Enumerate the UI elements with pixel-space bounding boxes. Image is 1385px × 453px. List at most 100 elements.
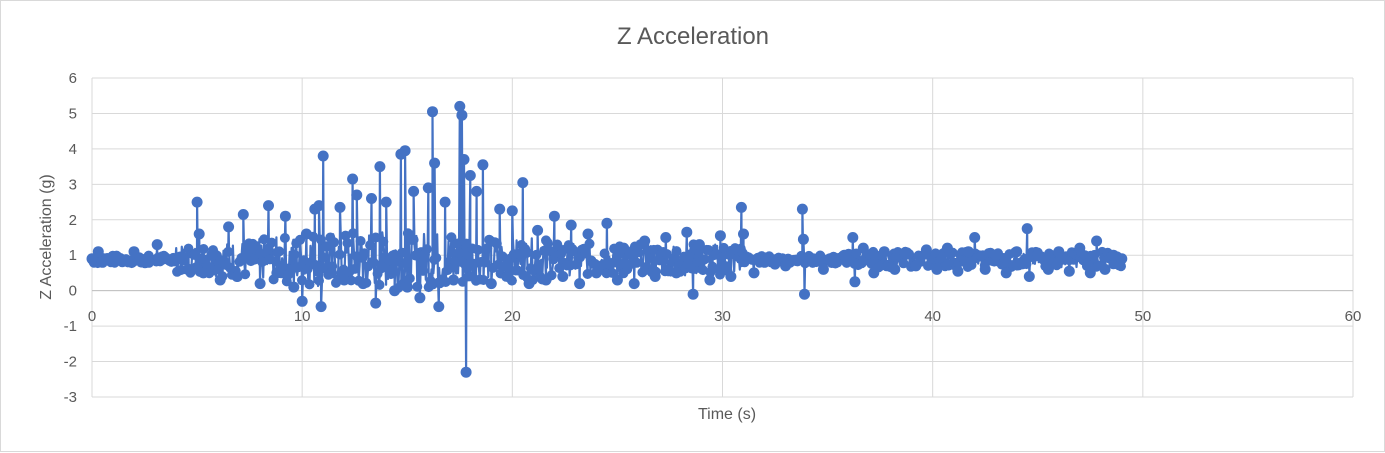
data-point	[847, 232, 859, 243]
data-point	[231, 271, 243, 282]
data-point	[389, 285, 401, 297]
data-point	[429, 157, 441, 169]
data-point	[857, 242, 869, 254]
data-point	[317, 252, 328, 263]
x-tick-label: 20	[504, 308, 521, 325]
data-point	[334, 201, 346, 213]
data-point	[274, 246, 285, 257]
data-point	[380, 196, 392, 208]
data-point	[910, 260, 922, 272]
data-point	[471, 185, 483, 197]
data-point	[838, 249, 850, 261]
data-point	[716, 251, 727, 262]
data-point	[92, 246, 104, 258]
data-point	[103, 253, 115, 265]
data-point	[421, 244, 432, 255]
y-tick-label: 0	[69, 283, 77, 300]
data-point	[452, 238, 463, 249]
data-point	[1084, 267, 1096, 279]
data-point	[611, 274, 623, 286]
data-point	[351, 189, 363, 201]
data-point	[485, 278, 497, 290]
data-point	[681, 226, 693, 238]
data-point	[580, 248, 591, 259]
data-point	[531, 249, 542, 260]
data-point	[355, 236, 366, 246]
data-point	[223, 221, 235, 233]
data-point	[439, 196, 451, 208]
data-point	[480, 257, 491, 268]
data-point	[952, 265, 964, 277]
data-point	[197, 267, 209, 279]
x-axis-title: Time (s)	[698, 406, 756, 423]
data-point	[1116, 253, 1128, 265]
data-point	[494, 203, 506, 215]
data-point	[297, 275, 307, 286]
data-point	[828, 256, 840, 268]
data-point	[357, 278, 369, 290]
data-point	[1089, 249, 1100, 260]
data-point	[548, 210, 560, 222]
data-point	[769, 258, 781, 270]
data-point	[878, 246, 890, 258]
data-point	[542, 238, 553, 249]
data-point	[491, 238, 502, 249]
x-tick-label: 40	[924, 308, 941, 325]
data-point	[715, 269, 725, 280]
data-point	[378, 236, 389, 247]
data-point	[223, 246, 234, 257]
data-point	[111, 251, 123, 263]
data-point	[365, 240, 376, 251]
x-tick-label: 10	[294, 308, 311, 325]
data-point	[366, 193, 377, 204]
data-point	[671, 246, 682, 257]
data-point	[317, 150, 329, 162]
data-point	[662, 249, 672, 260]
data-point	[370, 297, 382, 309]
data-point	[1032, 249, 1044, 261]
data-series	[86, 100, 1128, 378]
data-point	[315, 301, 327, 313]
data-point	[920, 244, 932, 256]
data-point	[427, 106, 438, 118]
y-tick-label: 4	[69, 141, 77, 158]
data-point	[198, 244, 209, 254]
data-point	[1023, 271, 1035, 282]
data-point	[376, 263, 387, 274]
data-point	[460, 366, 472, 378]
data-point	[314, 275, 324, 286]
data-point	[889, 263, 901, 275]
x-tick-label: 50	[1134, 308, 1151, 325]
data-point	[807, 253, 819, 265]
data-point	[698, 265, 708, 276]
y-axis-title: Z Acceleration (g)	[38, 174, 55, 299]
x-tick-label: 30	[714, 308, 731, 325]
data-point	[347, 173, 359, 185]
data-point	[368, 257, 379, 268]
y-tick-label: -1	[64, 318, 77, 335]
data-point	[618, 242, 630, 254]
data-point	[397, 247, 408, 258]
data-point	[597, 259, 608, 270]
chart-title: Z Acceleration	[617, 23, 769, 50]
data-point	[288, 281, 300, 293]
data-point	[582, 228, 594, 240]
data-point	[279, 233, 290, 243]
data-point	[214, 274, 226, 286]
data-point	[304, 279, 315, 290]
data-point	[206, 249, 218, 261]
x-tick-label: 60	[1345, 308, 1362, 325]
data-point	[313, 200, 325, 212]
data-point	[266, 237, 277, 248]
data-point	[342, 238, 353, 248]
data-point	[522, 247, 532, 258]
data-point	[1053, 246, 1065, 258]
data-point	[422, 182, 434, 194]
data-point	[979, 263, 991, 275]
data-point	[990, 249, 1002, 261]
data-point	[693, 239, 705, 251]
data-point	[472, 244, 483, 255]
data-point	[686, 263, 697, 274]
data-point	[240, 269, 251, 280]
data-point	[456, 109, 468, 121]
